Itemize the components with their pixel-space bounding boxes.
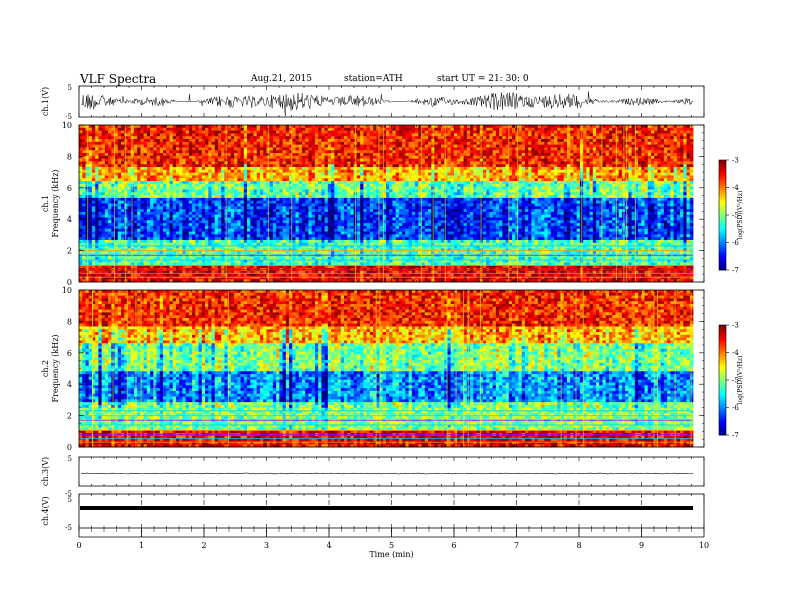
x-tick-label: 4 xyxy=(326,541,331,550)
x-tick-label: 8 xyxy=(576,541,581,550)
colorbar-tick-label: -4 xyxy=(732,184,739,192)
panel-frame xyxy=(78,456,705,487)
y-tick-label: -5 xyxy=(65,490,72,498)
x-tick-label: 7 xyxy=(514,541,519,550)
y-tick-label: 10 xyxy=(62,121,72,130)
y-tick-label: 6 xyxy=(67,184,72,193)
x-tick-label: 9 xyxy=(639,541,644,550)
y-tick-label: 8 xyxy=(67,152,72,161)
y-axis-label: Frequency (kHz) xyxy=(51,169,60,237)
start-time-label: start UT = 21: 30: 0 xyxy=(437,74,529,84)
x-tick-label: 1 xyxy=(139,541,144,550)
y-tick-label: 5 xyxy=(68,84,72,92)
colorbar-tick-label: -6 xyxy=(732,239,739,247)
x-axis-label: Time (min) xyxy=(369,550,413,559)
y-tick-label: -5 xyxy=(65,113,72,121)
x-tick-label: 3 xyxy=(264,541,269,550)
y-tick-label: 0 xyxy=(67,443,72,452)
colorbar-tick-label: -3 xyxy=(732,322,739,330)
colorbar xyxy=(719,325,726,436)
ch3-waveform-line xyxy=(80,472,694,475)
colorbar-label: log(PSD)(V²/Hz) xyxy=(737,356,744,405)
colorbar xyxy=(719,160,726,271)
date-label: Aug.21, 2015 xyxy=(251,74,312,84)
y-tick-label: -5 xyxy=(65,524,72,532)
ch1-waveform-line xyxy=(80,91,693,117)
colorbar-tick-label: -5 xyxy=(732,212,739,220)
chart-title: VLF Spectra xyxy=(80,72,156,86)
y-tick-label: 2 xyxy=(67,247,72,256)
x-tick-label: 0 xyxy=(76,541,81,550)
y-tick-label: 0 xyxy=(67,278,72,287)
y-tick-label: 2 xyxy=(67,412,72,421)
y-tick-label: 10 xyxy=(62,286,72,295)
y-tick-label: 4 xyxy=(67,215,72,224)
station-label: station=ATH xyxy=(344,74,403,84)
y-axis-label: ch.4(V) xyxy=(41,496,50,525)
y-axis-label: Frequency (kHz) xyxy=(51,334,60,402)
y-axis-label: ch.1 xyxy=(41,195,50,212)
x-tick-label: 2 xyxy=(201,541,206,550)
colorbar-tick-label: -7 xyxy=(732,432,739,440)
ch1-spectrogram-image xyxy=(79,125,694,283)
y-tick-label: 5 xyxy=(68,455,72,463)
y-tick-label: 4 xyxy=(67,380,72,389)
colorbar-tick-label: -7 xyxy=(732,267,739,275)
y-axis-label: ch.2 xyxy=(41,360,50,377)
y-tick-label: 5 xyxy=(68,496,72,504)
colorbar-tick-label: -4 xyxy=(732,349,739,357)
y-axis-label: ch.1(V) xyxy=(41,87,50,116)
y-tick-label: 8 xyxy=(67,317,72,326)
colorbar-label: log(PSD)(V²/Hz) xyxy=(737,191,744,240)
colorbar-tick-label: -6 xyxy=(732,404,739,412)
colorbar-tick-label: -5 xyxy=(732,377,739,385)
y-axis-label: ch.3(V) xyxy=(41,457,50,486)
x-tick-label: 5 xyxy=(389,541,394,550)
ch2-spectrogram-image xyxy=(79,290,694,448)
colorbar-tick-label: -3 xyxy=(732,157,739,165)
y-tick-label: 6 xyxy=(67,349,72,358)
x-tick-label: 10 xyxy=(699,541,709,550)
x-tick-label: 6 xyxy=(451,541,456,550)
panel-frame xyxy=(78,493,705,529)
